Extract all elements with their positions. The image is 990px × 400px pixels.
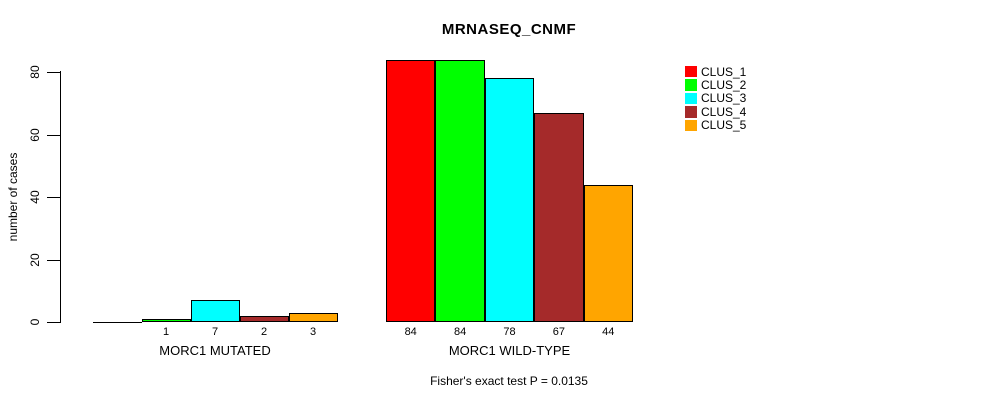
bar-value-label: 1 (162, 326, 170, 338)
bar-value-label: 7 (211, 326, 219, 338)
bar-clus_1-group2 (386, 59, 436, 322)
bar-clus_3-group2 (484, 78, 535, 322)
legend-row: CLUS_5 (685, 119, 746, 132)
legend-label: CLUS_1 (701, 64, 747, 79)
fisher-test-annotation: Fisher's exact test P = 0.0135 (430, 374, 588, 388)
y-axis-tick (47, 322, 60, 323)
bar-clus_5-group2 (583, 184, 633, 322)
y-axis-tick-label: 80 (28, 65, 42, 79)
bar-clus_2-group1 (141, 318, 191, 322)
y-axis-tick (47, 72, 60, 73)
bar-clus_4-group2 (534, 112, 584, 322)
bar-value-label: 84 (453, 326, 467, 338)
y-axis-label: number of cases (6, 152, 20, 242)
legend-swatch-icon (685, 79, 697, 91)
y-axis-tick (47, 197, 60, 198)
legend-swatch-icon (685, 92, 697, 105)
legend-row: CLUS_3 (685, 92, 746, 105)
legend-row: CLUS_4 (685, 105, 746, 118)
chart-title: MRNASEQ_CNMF (441, 21, 577, 38)
x-group-label: MORC1 WILD-TYPE (448, 343, 571, 358)
legend-swatch-icon (685, 119, 697, 131)
legend-label: CLUS_3 (701, 91, 747, 106)
bar-clus_2-group2 (435, 59, 485, 322)
bar-value-label: 44 (602, 326, 615, 338)
legend-label: CLUS_4 (701, 104, 747, 119)
legend-row: CLUS_1 (685, 65, 746, 78)
legend: CLUS_1 CLUS_2 CLUS_3 CLUS_4 CLUS_5 (685, 65, 746, 132)
y-axis-tick-label: 20 (28, 252, 42, 267)
bar-clus_4-group1 (239, 315, 289, 322)
y-axis-line (60, 71, 61, 323)
y-axis-tick (47, 259, 60, 261)
y-axis-tick-label: 0 (28, 318, 42, 326)
legend-swatch-icon (685, 106, 697, 118)
bar-clus_1-group1-zero (92, 321, 142, 323)
bar-clus_3-group1 (190, 300, 240, 322)
legend-row: CLUS_2 (685, 78, 746, 91)
bar-value-label: 2 (260, 326, 268, 338)
y-axis-tick-label: 60 (28, 127, 42, 142)
legend-swatch-icon (685, 65, 697, 78)
bar-value-label: 67 (552, 326, 565, 338)
y-axis-tick (47, 134, 60, 136)
legend-label: CLUS_5 (701, 118, 747, 133)
bar-value-label: 3 (309, 326, 317, 338)
bar-value-label: 78 (503, 326, 516, 338)
x-group-label: MORC1 MUTATED (159, 343, 271, 358)
bar-clus_5-group1 (288, 312, 338, 322)
y-axis-tick-label: 40 (28, 190, 42, 204)
bar-value-label: 84 (404, 326, 417, 338)
legend-label: CLUS_2 (701, 78, 747, 93)
